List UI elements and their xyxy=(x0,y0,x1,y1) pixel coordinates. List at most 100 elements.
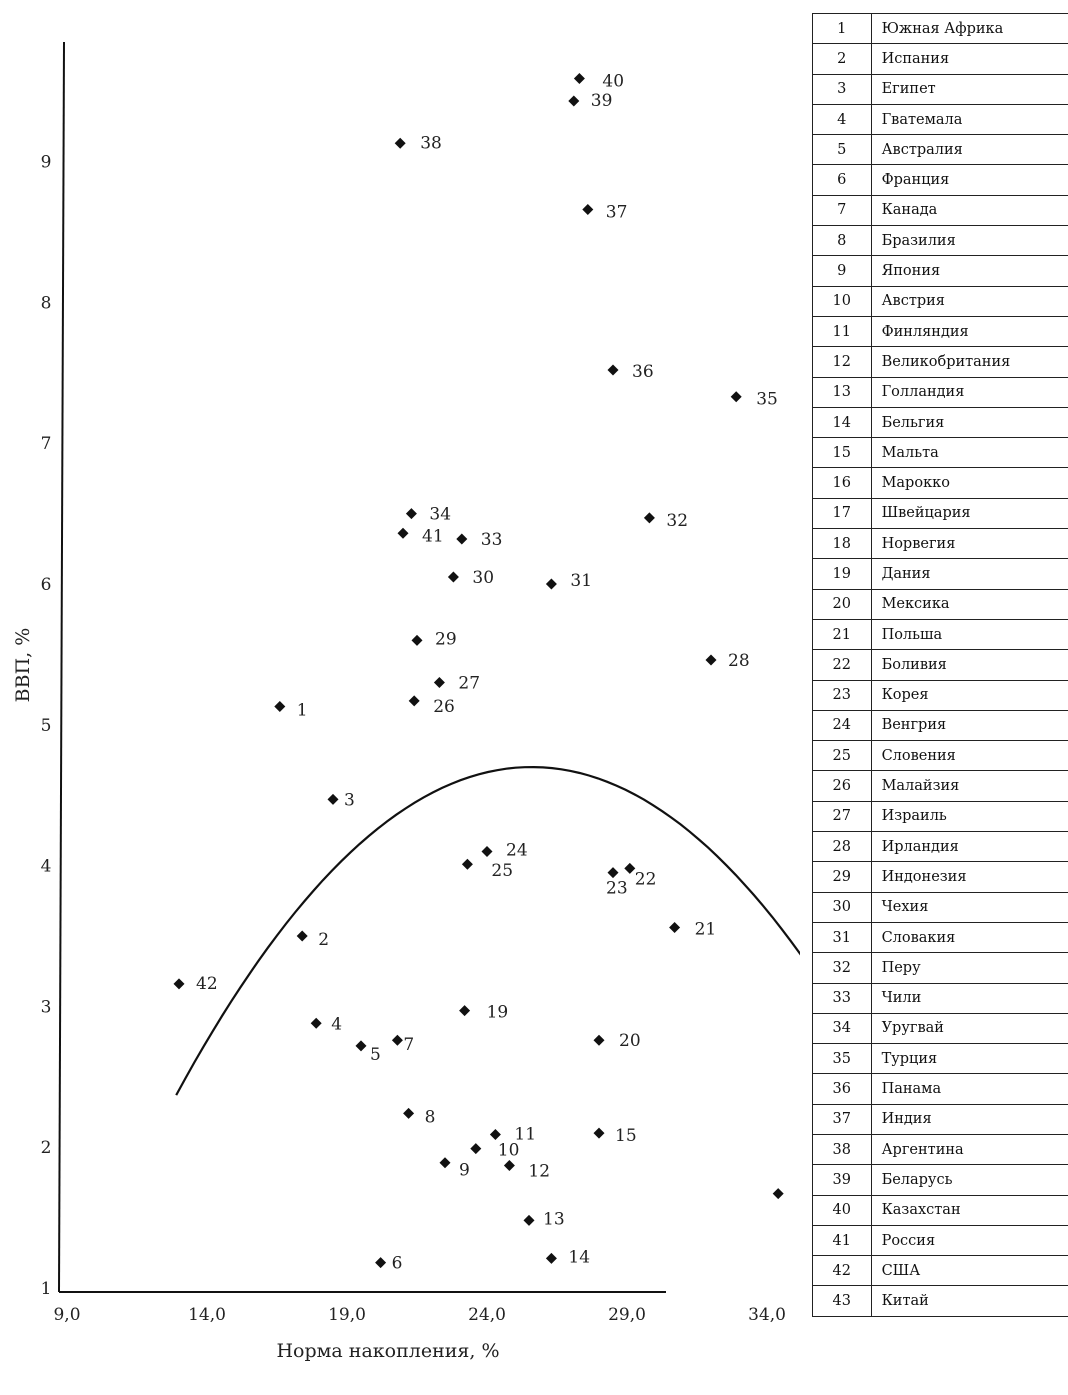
point-label-40: 40 xyxy=(602,72,624,92)
point-marker-14 xyxy=(545,1252,557,1264)
point-marker-13 xyxy=(523,1214,535,1226)
point-marker-10 xyxy=(470,1143,482,1155)
legend-country: Марокко xyxy=(870,467,1068,499)
point-label-11: 11 xyxy=(514,1125,536,1145)
point-marker-11 xyxy=(489,1129,501,1141)
point-marker-25 xyxy=(461,858,473,870)
point-label-34: 34 xyxy=(429,505,451,525)
legend-number: 24 xyxy=(812,709,872,742)
legend-number: 37 xyxy=(812,1103,872,1135)
legend-row: 27 Израиль xyxy=(812,800,1068,833)
point-marker-19 xyxy=(459,1005,471,1017)
legend-country: Ирландия xyxy=(870,831,1068,863)
legend-country: Боливия xyxy=(870,649,1068,681)
legend-number: 1 xyxy=(812,12,872,45)
legend-country: Швейцария xyxy=(870,497,1068,530)
legend-country: Израиль xyxy=(870,800,1068,833)
point-marker-1 xyxy=(274,700,286,712)
legend-number: 20 xyxy=(812,588,872,620)
legend-row: 29 Индонезия xyxy=(812,861,1068,893)
point-label-27: 27 xyxy=(458,674,480,694)
legend-number: 14 xyxy=(812,406,872,439)
legend-number: 32 xyxy=(812,952,872,984)
legend-row: 4 Гватемала xyxy=(812,103,1068,136)
legend-row: 42 США xyxy=(812,1255,1068,1287)
legend-number: 5 xyxy=(812,134,872,166)
legend-row: 32 Перу xyxy=(812,952,1068,984)
point-label-2: 2 xyxy=(318,930,329,950)
point-label-35: 35 xyxy=(756,390,778,410)
y-tick-label: 4 xyxy=(41,857,52,877)
legend-number: 12 xyxy=(812,346,872,378)
legend-country: Австралия xyxy=(870,134,1068,166)
legend-row: 5 Австралия xyxy=(812,134,1068,166)
legend-number: 31 xyxy=(812,921,872,954)
x-tick-label: 24,0 xyxy=(468,1305,506,1325)
legend-number: 11 xyxy=(812,315,872,348)
point-label-19: 19 xyxy=(487,1003,509,1023)
point-label-20: 20 xyxy=(619,1031,641,1051)
x-tick-label: 29,0 xyxy=(608,1305,646,1325)
point-marker-26 xyxy=(408,695,420,707)
legend-row: 15 Мальта xyxy=(812,437,1068,469)
legend-country: Китай xyxy=(870,1285,1068,1317)
point-marker-12 xyxy=(503,1160,515,1172)
legend-table: 1 Южная Африка 2 Испания 3 Египет 4 Гватемала 5 А… xyxy=(812,12,1068,1317)
legend-row: 31 Словакия xyxy=(812,921,1068,954)
legend-country: Япония xyxy=(870,255,1068,287)
point-marker-36 xyxy=(607,364,619,376)
legend-number: 43 xyxy=(812,1285,872,1317)
point-marker-21 xyxy=(669,922,681,934)
point-label-24: 24 xyxy=(506,841,528,861)
y-tick-label: 1 xyxy=(41,1279,52,1299)
legend-row: 2 Испания xyxy=(812,43,1068,75)
legend-number: 4 xyxy=(812,103,872,136)
point-marker-8 xyxy=(403,1107,415,1119)
legend-row: 6 Франция xyxy=(812,164,1068,196)
point-marker-2 xyxy=(296,930,308,942)
x-tick-label: 19,0 xyxy=(328,1305,366,1325)
legend-row: 24 Венгрия xyxy=(812,709,1068,742)
point-marker-16 xyxy=(772,1188,784,1200)
legend-number: 9 xyxy=(812,255,872,287)
legend-country: Чехия xyxy=(870,891,1068,923)
data-points: 1234567891011121314151617181920212223242… xyxy=(173,72,800,1274)
point-label-29: 29 xyxy=(435,629,457,649)
point-marker-40 xyxy=(573,73,585,85)
y-tick-label: 2 xyxy=(41,1138,52,1158)
legend-country: Казахстан xyxy=(870,1194,1068,1226)
legend-country: Перу xyxy=(870,952,1068,984)
legend-country: Бельгия xyxy=(870,406,1068,439)
legend-row: 39 Беларусь xyxy=(812,1164,1068,1196)
legend-country: Канада xyxy=(870,194,1068,227)
point-label-28: 28 xyxy=(728,651,750,671)
legend-row: 34 Уругвай xyxy=(812,1012,1068,1045)
point-label-36: 36 xyxy=(632,362,654,382)
legend-row: 28 Ирландия xyxy=(812,831,1068,863)
legend-row: 25 Словения xyxy=(812,740,1068,772)
y-tick-label: 7 xyxy=(41,434,52,454)
legend-row: 10 Австрия xyxy=(812,285,1068,317)
legend-number: 15 xyxy=(812,437,872,469)
point-label-15: 15 xyxy=(615,1126,637,1146)
legend-number: 42 xyxy=(812,1255,872,1287)
legend-number: 3 xyxy=(812,73,872,105)
point-marker-33 xyxy=(456,533,468,545)
point-label-3: 3 xyxy=(344,790,355,810)
legend-row: 3 Египет xyxy=(812,73,1068,105)
legend-country: Россия xyxy=(870,1224,1068,1257)
legend-country: Беларусь xyxy=(870,1164,1068,1196)
legend-row: 11 Финляндия xyxy=(812,315,1068,348)
legend-number: 38 xyxy=(812,1133,872,1166)
point-marker-30 xyxy=(447,571,459,583)
point-marker-9 xyxy=(439,1157,451,1169)
y-tick-label: 6 xyxy=(41,575,52,595)
legend-number: 16 xyxy=(812,467,872,499)
point-label-22: 22 xyxy=(635,869,657,889)
legend-country: Гватемала xyxy=(870,103,1068,136)
y-tick-label: 5 xyxy=(41,716,52,736)
y-tick-labels: 1 2 3 4 5 6 7 8 9 xyxy=(41,153,52,1299)
legend-row: 8 Бразилия xyxy=(812,225,1068,257)
point-marker-34 xyxy=(405,508,417,520)
legend-number: 2 xyxy=(812,43,872,75)
